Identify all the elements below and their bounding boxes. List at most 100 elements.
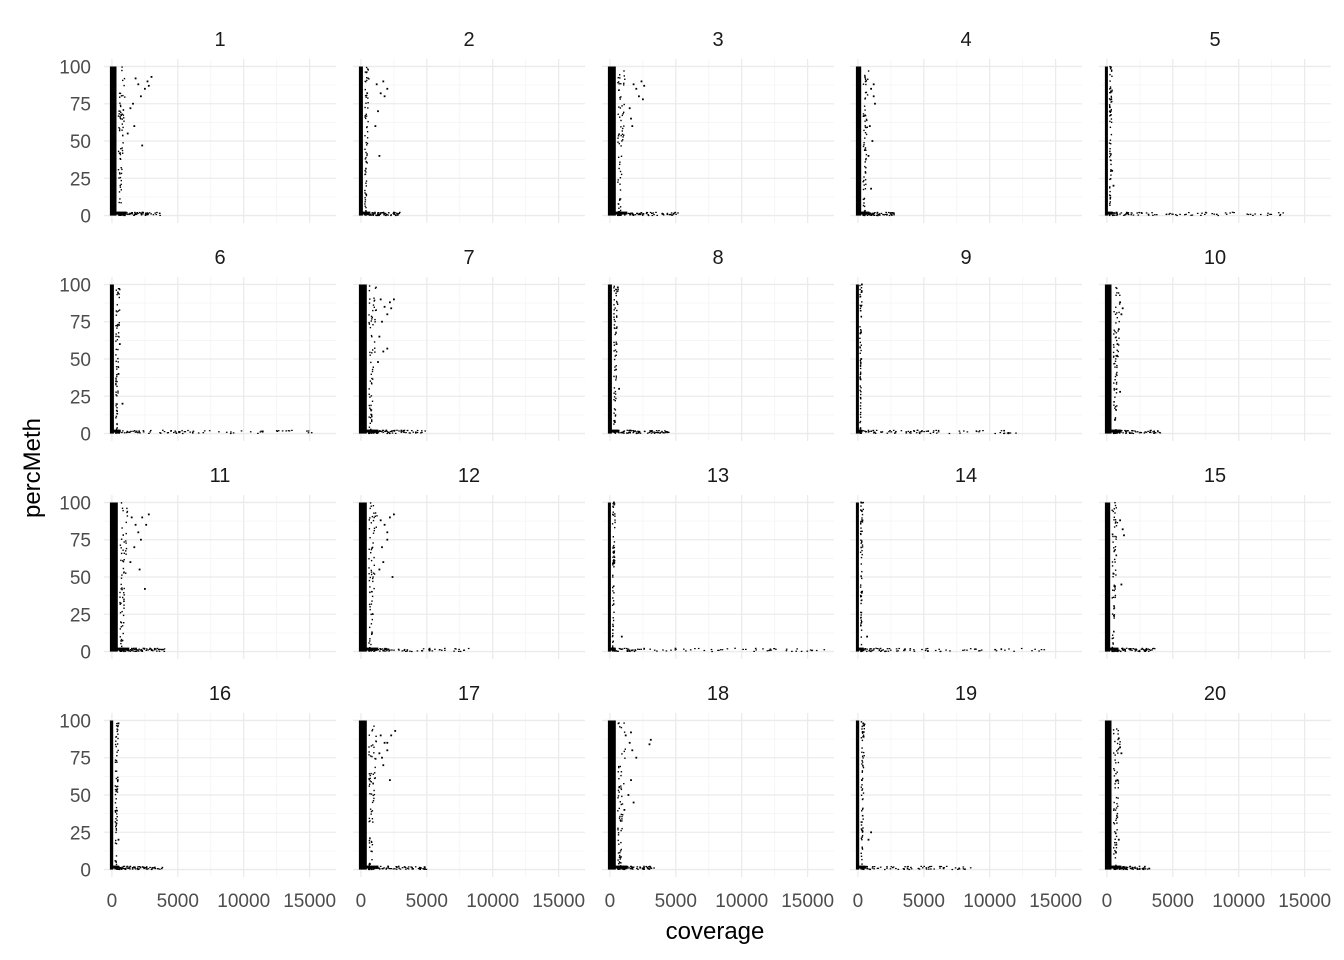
data-point [1225,213,1228,215]
data-point [632,430,634,432]
facet-label: 4 [960,29,971,51]
data-point [859,307,862,310]
data-point [123,552,125,554]
x-tick-label: 15000 [781,891,834,912]
data-point [140,212,143,214]
data-point [879,647,882,649]
data-point [945,865,948,867]
data-point [1115,409,1117,411]
data-point [372,213,374,215]
data-point [892,429,895,431]
data-point [859,396,862,399]
data-point [623,125,625,127]
data-point [130,516,133,519]
data-point [924,649,927,652]
data-point [675,213,677,215]
data-point [860,393,862,396]
data-point [115,403,117,405]
data-point [632,868,634,870]
data-point [1112,213,1114,215]
data-point [614,513,616,515]
data-point [1116,771,1118,773]
data-point [1129,432,1132,434]
data-point [791,650,793,652]
data-point [1109,111,1112,113]
data-point [146,214,149,216]
dense-point-cloud [607,720,616,870]
data-point [115,289,117,291]
data-point [133,866,135,868]
data-point [613,324,616,326]
data-point [116,722,118,725]
data-point [1013,650,1015,652]
data-point [122,142,124,144]
data-point [1109,186,1111,188]
data-point [123,117,125,119]
data-point [1114,336,1117,339]
data-point [645,211,648,214]
data-point [649,865,651,867]
data-point [860,287,863,289]
data-point [1110,121,1113,123]
data-point [118,336,120,338]
data-point [120,538,123,540]
data-point [861,810,863,812]
data-point [613,309,615,311]
data-point [1109,88,1111,90]
data-point [616,326,618,328]
data-point [921,430,923,432]
data-point [1113,732,1115,735]
data-point [1123,866,1126,868]
data-point [861,621,863,623]
data-point [1126,868,1128,871]
data-point [621,753,623,755]
data-point [382,764,385,767]
data-point [139,866,142,868]
data-point [393,212,395,214]
data-point [121,588,123,591]
data-point [117,776,119,779]
data-point [868,214,871,216]
data-point [135,213,138,215]
data-point [613,287,615,289]
data-point [861,863,863,865]
data-point [865,149,867,151]
data-point [1188,212,1190,214]
data-point [120,559,122,562]
data-point [859,389,861,392]
data-point [382,650,385,652]
data-point [115,827,117,830]
data-point [615,650,617,652]
data-point [1249,213,1252,215]
data-point [441,649,443,651]
data-point [145,649,148,651]
data-point [434,648,436,650]
y-tick-label: 75 [70,95,91,116]
data-point [661,430,663,432]
data-point [1116,728,1118,730]
data-point [1131,866,1134,868]
data-point [865,159,867,161]
data-point [872,214,874,216]
data-point [862,519,864,521]
data-point [119,601,121,604]
data-point [281,430,284,432]
data-point [620,726,623,729]
data-point [859,376,861,378]
x-tick-label: 15000 [532,891,585,912]
x-tick-label: 15000 [283,891,336,912]
data-point [140,648,142,651]
data-point [1114,561,1116,563]
data-point [861,570,863,573]
data-point [617,859,619,861]
data-point [898,647,900,650]
data-point [420,432,422,434]
data-point [1111,565,1114,567]
data-point [119,544,122,546]
data-point [115,380,117,383]
data-point [640,212,643,214]
data-point [864,867,867,869]
data-point [364,192,366,194]
data-point [979,650,981,652]
